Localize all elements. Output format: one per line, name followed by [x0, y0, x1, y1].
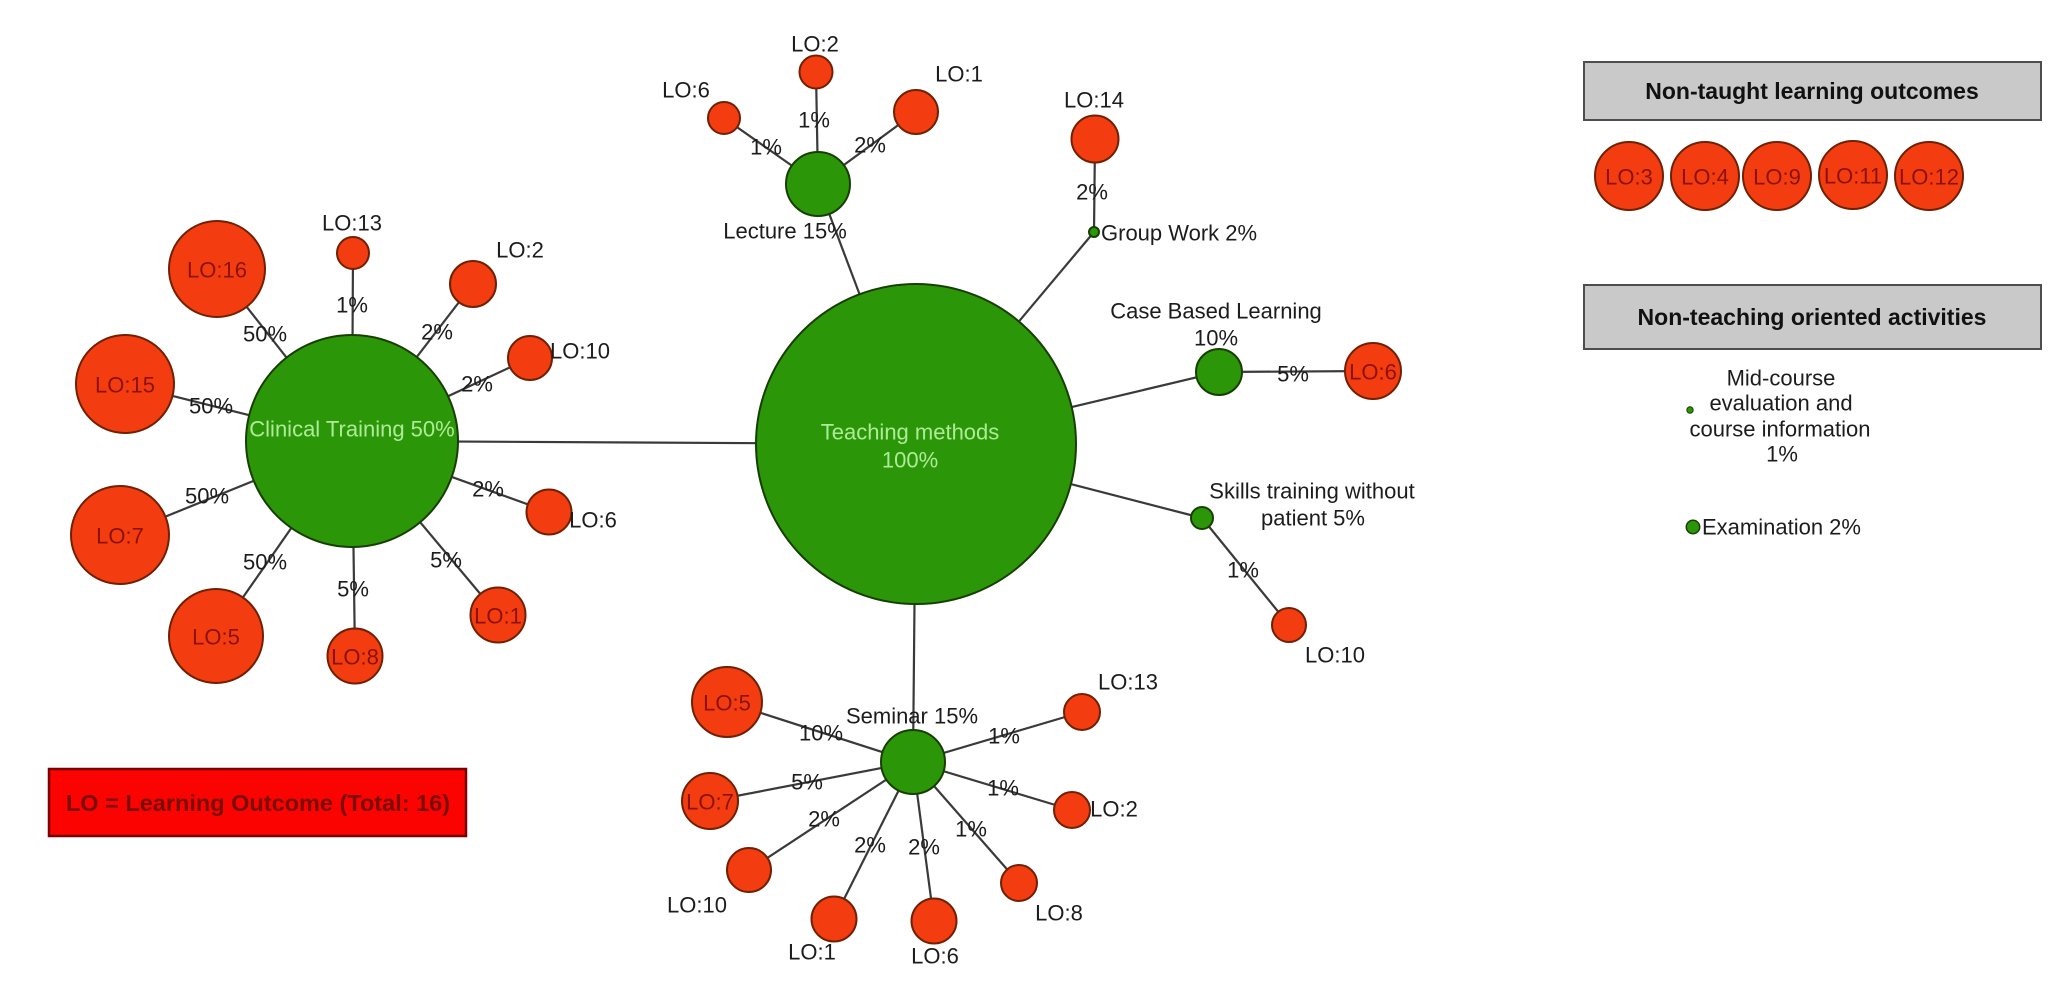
- svg-text:LO:3: LO:3: [1605, 165, 1653, 190]
- svg-text:LO:8: LO:8: [1035, 901, 1083, 926]
- svg-text:LO:6: LO:6: [662, 78, 710, 103]
- svg-text:50%: 50%: [243, 550, 287, 575]
- svg-text:5%: 5%: [1277, 362, 1309, 387]
- svg-text:1%: 1%: [955, 817, 987, 842]
- svg-text:LO:11: LO:11: [1824, 164, 1882, 189]
- svg-text:LO:10: LO:10: [667, 893, 727, 918]
- svg-text:1%: 1%: [336, 293, 368, 318]
- svg-text:LO:6: LO:6: [1349, 360, 1397, 385]
- svg-text:LO:6: LO:6: [569, 508, 617, 533]
- svg-text:LO:5: LO:5: [192, 625, 240, 650]
- svg-text:2%: 2%: [808, 807, 840, 832]
- svg-text:LO:2: LO:2: [496, 238, 544, 263]
- svg-text:2%: 2%: [854, 833, 886, 858]
- svg-text:LO:13: LO:13: [1098, 670, 1158, 695]
- svg-text:2%: 2%: [472, 477, 504, 502]
- svg-text:LO:10: LO:10: [550, 339, 610, 364]
- svg-text:LO:4: LO:4: [1681, 165, 1729, 190]
- svg-text:1%: 1%: [1766, 442, 1798, 467]
- svg-text:1%: 1%: [750, 135, 782, 160]
- svg-text:2%: 2%: [854, 133, 886, 158]
- svg-text:Mid-course: Mid-course: [1727, 366, 1836, 391]
- svg-text:LO:5: LO:5: [703, 691, 751, 716]
- svg-text:LO:6: LO:6: [911, 944, 959, 969]
- svg-text:Skills training without: Skills training without: [1209, 479, 1414, 504]
- svg-text:2%: 2%: [421, 320, 453, 345]
- svg-text:Seminar 15%: Seminar 15%: [846, 704, 978, 729]
- svg-text:LO:1: LO:1: [935, 62, 983, 87]
- svg-text:Clinical Training 50%: Clinical Training 50%: [249, 417, 454, 442]
- svg-text:10%: 10%: [1194, 326, 1238, 351]
- svg-text:50%: 50%: [185, 484, 229, 509]
- svg-text:LO:15: LO:15: [95, 373, 155, 398]
- svg-text:Examination 2%: Examination 2%: [1702, 515, 1861, 540]
- svg-text:LO:12: LO:12: [1899, 165, 1959, 190]
- svg-text:2%: 2%: [1076, 180, 1108, 205]
- svg-text:LO:16: LO:16: [187, 258, 247, 283]
- svg-text:LO:7: LO:7: [96, 524, 144, 549]
- svg-text:5%: 5%: [791, 770, 823, 795]
- svg-text:1%: 1%: [988, 724, 1020, 749]
- svg-text:50%: 50%: [189, 394, 233, 419]
- svg-text:LO:1: LO:1: [474, 604, 522, 629]
- svg-text:course information: course information: [1690, 417, 1871, 442]
- svg-text:LO = Learning Outcome (Total:: LO = Learning Outcome (Total: 16): [66, 790, 450, 816]
- svg-text:Non-taught learning outcomes: Non-taught learning outcomes: [1645, 78, 1979, 104]
- svg-text:2%: 2%: [461, 372, 493, 397]
- svg-text:1%: 1%: [798, 108, 830, 133]
- svg-text:1%: 1%: [987, 776, 1019, 801]
- svg-text:10%: 10%: [799, 721, 843, 746]
- svg-text:evaluation and: evaluation and: [1709, 391, 1852, 416]
- svg-text:LO:8: LO:8: [331, 645, 379, 670]
- svg-text:50%: 50%: [243, 322, 287, 347]
- svg-text:Case Based Learning: Case Based Learning: [1110, 299, 1322, 324]
- svg-text:Group Work 2%: Group Work 2%: [1101, 221, 1257, 246]
- svg-text:1%: 1%: [1227, 558, 1259, 583]
- svg-text:5%: 5%: [430, 548, 462, 573]
- svg-text:LO:10: LO:10: [1305, 643, 1365, 668]
- svg-text:100%: 100%: [882, 448, 938, 473]
- svg-text:5%: 5%: [337, 577, 369, 602]
- svg-text:patient 5%: patient 5%: [1261, 506, 1365, 531]
- svg-text:LO:1: LO:1: [788, 940, 836, 965]
- svg-text:LO:14: LO:14: [1064, 88, 1124, 113]
- svg-text:Teaching methods: Teaching methods: [821, 420, 1000, 445]
- svg-text:LO:2: LO:2: [1090, 797, 1138, 822]
- svg-text:Lecture 15%: Lecture 15%: [723, 219, 847, 244]
- svg-text:LO:9: LO:9: [1753, 165, 1801, 190]
- svg-text:LO:2: LO:2: [791, 32, 839, 57]
- svg-text:LO:13: LO:13: [322, 211, 382, 236]
- svg-text:2%: 2%: [908, 835, 940, 860]
- svg-text:Non-teaching oriented activiti: Non-teaching oriented activities: [1638, 304, 1987, 330]
- svg-text:LO:7: LO:7: [686, 790, 734, 815]
